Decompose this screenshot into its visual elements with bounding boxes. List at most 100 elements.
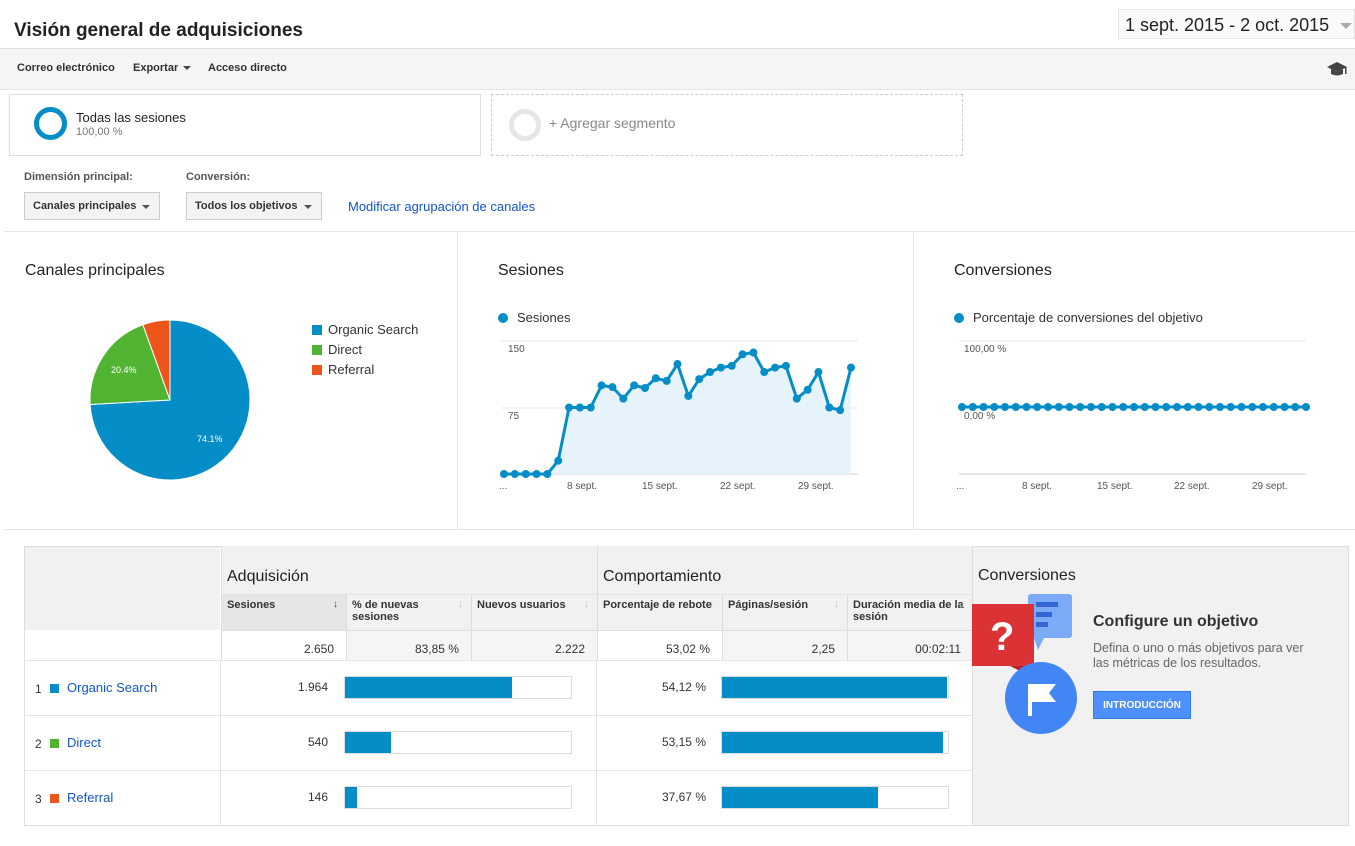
segment-name: Todas las sesiones: [76, 110, 186, 125]
data-point[interactable]: [1269, 403, 1278, 411]
data-point[interactable]: [958, 403, 966, 411]
legend-referral[interactable]: Referral: [312, 362, 374, 377]
group-header-acquisition: Adquisición: [221, 546, 597, 594]
data-point[interactable]: [1248, 403, 1257, 411]
data-point[interactable]: [706, 368, 715, 377]
data-point[interactable]: [990, 403, 999, 411]
legend-direct[interactable]: Direct: [312, 342, 362, 357]
data-point[interactable]: [532, 470, 541, 478]
data-point[interactable]: [1151, 403, 1160, 411]
data-point[interactable]: [500, 470, 508, 478]
data-point[interactable]: [673, 360, 682, 369]
col-header-bounce-rate[interactable]: Porcentaje de rebote ↓: [597, 594, 722, 630]
data-point[interactable]: [716, 363, 725, 372]
data-point[interactable]: [521, 470, 530, 478]
row-link-direct[interactable]: Direct: [67, 735, 101, 750]
data-point[interactable]: [1280, 403, 1289, 411]
data-point[interactable]: [1033, 403, 1042, 411]
data-point[interactable]: [792, 394, 801, 403]
data-point[interactable]: [543, 470, 552, 478]
sessions-area-fill: [504, 352, 851, 474]
data-point[interactable]: [1259, 403, 1267, 411]
add-segment-button[interactable]: + Agregar segmento: [491, 94, 963, 156]
data-point[interactable]: [608, 383, 617, 392]
row-link-organic-search[interactable]: Organic Search: [67, 680, 158, 695]
data-point[interactable]: [1291, 403, 1300, 411]
data-point[interactable]: [1183, 403, 1192, 411]
data-point[interactable]: [1226, 403, 1235, 411]
data-point[interactable]: [651, 374, 660, 383]
data-point[interactable]: [1140, 403, 1149, 411]
date-range-picker[interactable]: 1 sept. 2015 - 2 oct. 2015: [1118, 9, 1355, 39]
modify-channel-grouping-link[interactable]: Modificar agrupación de canales: [348, 199, 536, 214]
pie-slice-referral[interactable]: [142, 319, 171, 401]
legend-sessions[interactable]: Sesiones: [498, 310, 570, 325]
col-header-new-users[interactable]: Nuevos usuarios ↓: [471, 594, 597, 630]
export-button[interactable]: Exportar: [133, 62, 192, 74]
data-point[interactable]: [619, 394, 628, 403]
data-point[interactable]: [586, 403, 595, 412]
data-point[interactable]: [1076, 403, 1085, 411]
email-button[interactable]: Correo electrónico: [17, 62, 115, 74]
col-header-sessions[interactable]: Sesiones ↓: [221, 594, 346, 630]
shortcut-button[interactable]: Acceso directo: [208, 62, 287, 74]
data-point[interactable]: [847, 363, 855, 372]
introduction-button[interactable]: INTRODUCCIÓN: [1093, 691, 1191, 719]
col-header-pages-per-session[interactable]: Páginas/sesión ↓: [722, 594, 847, 630]
data-point[interactable]: [1302, 403, 1310, 411]
data-point[interactable]: [760, 368, 769, 377]
graduation-cap-icon[interactable]: [1326, 60, 1348, 78]
row-color-swatch: [50, 794, 59, 803]
data-point[interactable]: [1119, 403, 1128, 411]
data-point[interactable]: [1001, 403, 1009, 411]
panel-divider: [457, 231, 458, 530]
data-point[interactable]: [749, 348, 758, 357]
conversion-select[interactable]: Todos los objetivos: [186, 192, 322, 220]
data-point[interactable]: [1054, 403, 1063, 411]
data-point[interactable]: [1173, 403, 1181, 411]
data-point[interactable]: [695, 375, 704, 384]
row-link-referral[interactable]: Referral: [67, 790, 114, 805]
col-header-avg-duration[interactable]: Duración media de la sesión ↓: [847, 594, 973, 630]
data-point[interactable]: [738, 350, 747, 359]
data-point[interactable]: [1205, 403, 1214, 411]
data-point[interactable]: [825, 403, 834, 412]
legend-goal-conversion-rate[interactable]: Porcentaje de conversiones del objetivo: [954, 310, 1203, 325]
data-point[interactable]: [727, 361, 736, 370]
data-point[interactable]: [1216, 403, 1224, 411]
data-point[interactable]: [597, 381, 606, 390]
data-point[interactable]: [1237, 403, 1246, 411]
data-point[interactable]: [662, 376, 671, 385]
data-point[interactable]: [1065, 403, 1074, 411]
data-point[interactable]: [1130, 403, 1138, 411]
col-header-new-sessions[interactable]: % de nuevas sesiones ↓: [346, 594, 471, 630]
data-point[interactable]: [640, 383, 649, 392]
data-point[interactable]: [781, 361, 790, 370]
data-point[interactable]: [554, 456, 563, 465]
data-point[interactable]: [575, 403, 584, 412]
segment-all-sessions[interactable]: Todas las sesiones 100,00 %: [9, 94, 481, 156]
data-point[interactable]: [1087, 403, 1095, 411]
data-point[interactable]: [968, 403, 977, 411]
data-point[interactable]: [814, 368, 823, 377]
data-point[interactable]: [565, 403, 574, 412]
data-point[interactable]: [1044, 403, 1052, 411]
data-point[interactable]: [1011, 403, 1020, 411]
row-bounce-rate: 54,12 %: [661, 680, 706, 694]
row-bounce-rate: 53,15 %: [661, 735, 706, 749]
data-point[interactable]: [1108, 403, 1117, 411]
legend-organic-search[interactable]: Organic Search: [312, 322, 418, 337]
data-point[interactable]: [836, 406, 845, 415]
data-point[interactable]: [979, 403, 988, 411]
data-point[interactable]: [630, 381, 639, 390]
data-point[interactable]: [684, 391, 693, 400]
data-point[interactable]: [771, 363, 780, 372]
data-point[interactable]: [1097, 403, 1106, 411]
data-point[interactable]: [1022, 403, 1031, 411]
data-point[interactable]: [510, 470, 519, 478]
primary-dimension-select[interactable]: Canales principales: [24, 192, 160, 220]
legend-label: Sesiones: [517, 310, 571, 325]
data-point[interactable]: [1162, 403, 1171, 411]
data-point[interactable]: [803, 385, 812, 394]
data-point[interactable]: [1194, 403, 1203, 411]
